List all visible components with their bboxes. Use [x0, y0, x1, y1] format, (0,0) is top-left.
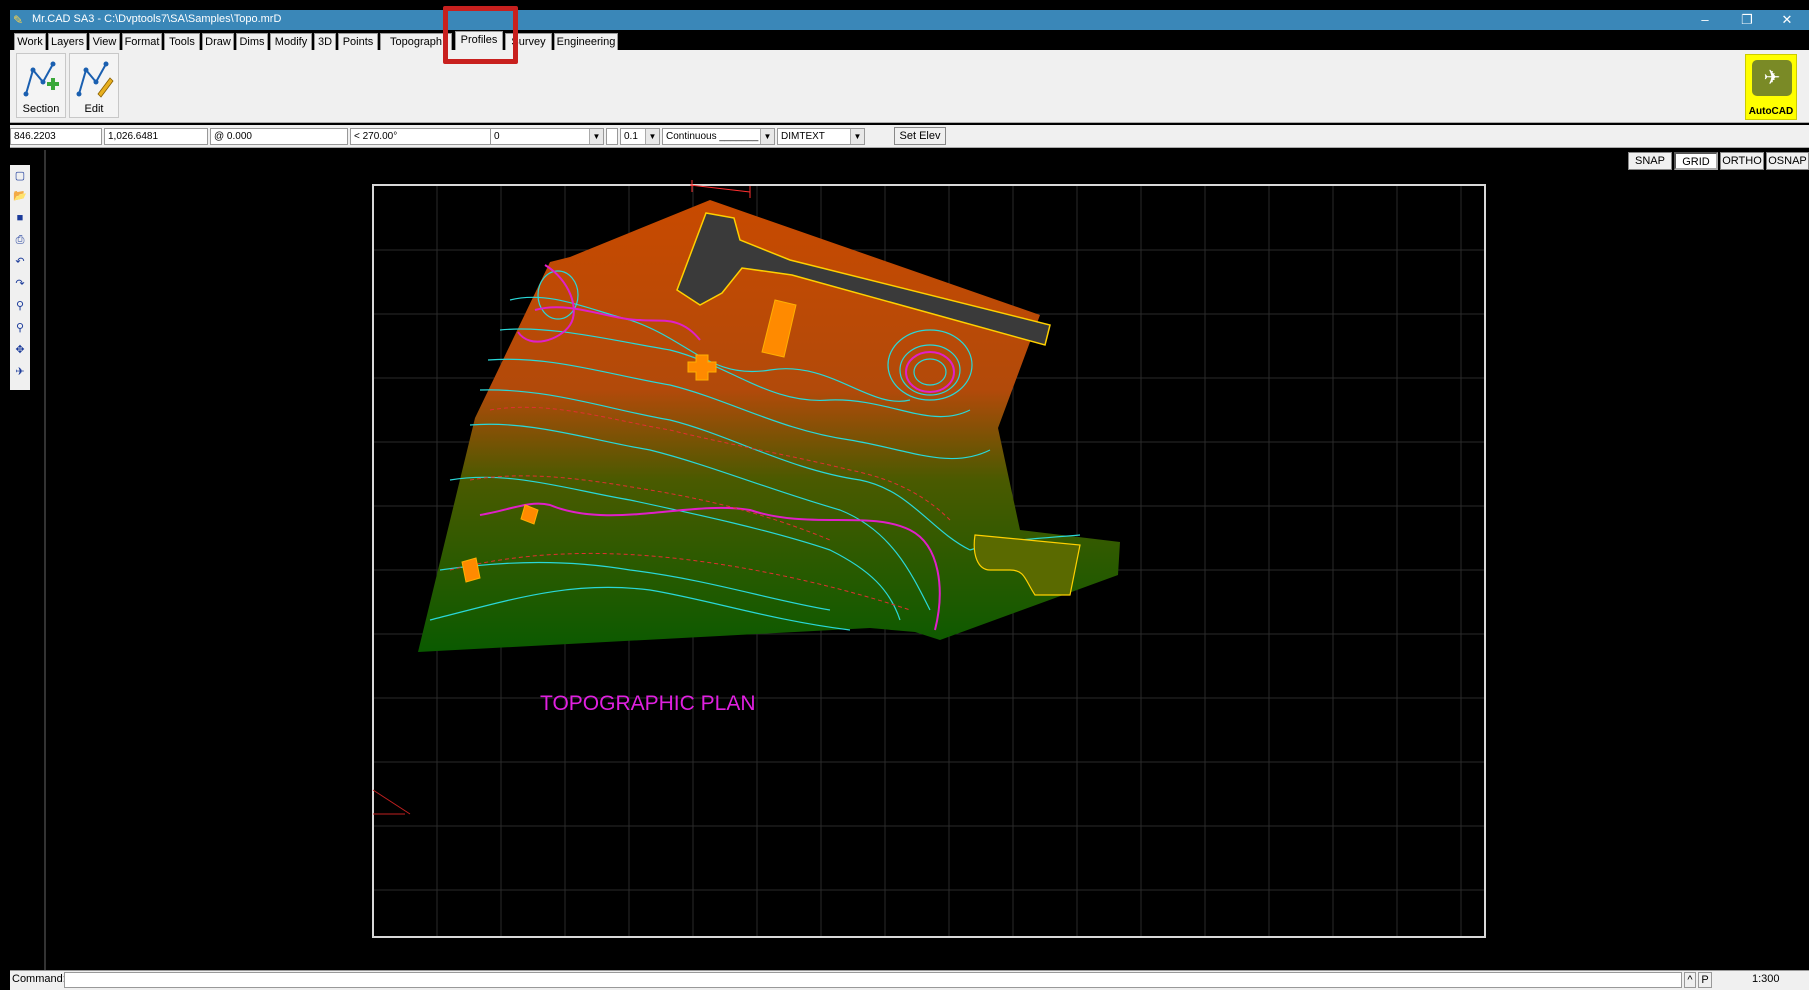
print-icon[interactable]: ⎙: [15, 234, 25, 246]
app-icon: ✎: [13, 13, 24, 27]
tab-format[interactable]: Format: [122, 33, 162, 50]
linetype-value: Continuous _______: [666, 131, 759, 142]
lineweight-select[interactable]: 0.1 ▼: [620, 128, 660, 145]
linetype-select[interactable]: Continuous _______ ▼: [662, 128, 775, 145]
zoom-realtime-icon[interactable]: ⚲: [15, 322, 25, 334]
osnap-toggle[interactable]: OSNAP: [1766, 152, 1809, 170]
pan-icon[interactable]: ✥: [15, 344, 25, 356]
set-elev-button[interactable]: Set Elev: [894, 127, 946, 145]
save-icon[interactable]: ■: [16, 212, 24, 224]
command-history-button[interactable]: ^: [1684, 972, 1696, 988]
relative-coordinate: @ 0.000: [210, 128, 348, 145]
title-bar: ✎ Mr.CAD SA3 - C:\Dvptools7\SA\Samples\T…: [10, 10, 1809, 30]
tab-modify[interactable]: Modify: [270, 33, 312, 50]
restore-button[interactable]: ❐: [1741, 12, 1753, 27]
chevron-down-icon: ▼: [850, 129, 864, 144]
section-button[interactable]: Section: [16, 53, 66, 118]
edit-button-label: Edit: [84, 103, 104, 115]
color-swatch[interactable]: [606, 128, 618, 145]
tab-tools[interactable]: Tools: [164, 33, 200, 50]
chevron-down-icon: ▼: [645, 129, 659, 144]
ribbon-panel: Section Edit ✈ AutoCAD: [10, 50, 1809, 123]
drawing-canvas[interactable]: TOPOGRAPHIC PLAN: [10, 150, 1809, 970]
tab-work[interactable]: Work: [14, 33, 46, 50]
tab-dims[interactable]: Dims: [236, 33, 268, 50]
layer-value: 0: [494, 131, 500, 142]
building-footprints: [461, 299, 797, 583]
autocad-icon: ✈: [1752, 60, 1792, 96]
new-file-icon[interactable]: ▢: [14, 170, 26, 182]
y-coordinate: 1,026.6481: [104, 128, 208, 145]
tab-draw[interactable]: Draw: [202, 33, 234, 50]
property-bar: 846.2203 1,026.6481 @ 0.000 < 270.00° 0 ▼…: [10, 125, 1809, 148]
open-folder-icon[interactable]: 📂: [13, 190, 27, 202]
scale-readout: 1:300: [1752, 973, 1780, 985]
chevron-down-icon: ▼: [589, 129, 603, 144]
zoom-window-icon[interactable]: ⚲: [15, 300, 25, 312]
angle-readout: < 270.00°: [350, 128, 494, 145]
lineweight-value: 0.1: [624, 131, 638, 142]
contour-lines-index: [449, 406, 951, 611]
autocad-button[interactable]: ✈ AutoCAD: [1745, 54, 1797, 120]
ucs-icon: [372, 789, 411, 815]
tab-3d[interactable]: 3D: [314, 33, 336, 50]
plan-title: TOPOGRAPHIC PLAN: [540, 692, 756, 715]
tab-topograph[interactable]: Topograph: [380, 33, 452, 50]
tab-view[interactable]: View: [89, 33, 120, 50]
tab-engineering[interactable]: Engineering: [554, 33, 618, 50]
chevron-down-icon: ▼: [760, 129, 774, 144]
left-toolbar: ▢ 📂 ■ ⎙ ↶ ↷ ⚲ ⚲ ✥ ✈: [10, 165, 30, 390]
dimension-marks: [689, 180, 751, 198]
textstyle-value: DIMTEXT: [781, 131, 825, 142]
tab-layers[interactable]: Layers: [48, 33, 87, 50]
contour-lines-minor: [429, 270, 1081, 631]
ortho-toggle[interactable]: ORTHO: [1720, 152, 1764, 170]
minimize-button[interactable]: –: [1701, 12, 1709, 27]
snap-toggle[interactable]: SNAP: [1628, 152, 1672, 170]
tab-points[interactable]: Points: [338, 33, 378, 50]
autocad-plane-icon[interactable]: ✈: [15, 366, 25, 378]
tab-profiles[interactable]: Profiles: [455, 31, 503, 51]
x-coordinate: 846.2203: [10, 128, 102, 145]
edit-profile-icon: [76, 61, 114, 98]
command-label: Command:: [12, 973, 66, 985]
close-button[interactable]: ✕: [1781, 12, 1793, 27]
profiles-tab-highlight: [443, 6, 518, 64]
section-button-label: Section: [22, 103, 60, 115]
sheet-border: [372, 184, 1486, 938]
undo-icon[interactable]: ↶: [15, 256, 25, 268]
command-bar: Command: ^ P 1:300: [10, 970, 1809, 990]
textstyle-select[interactable]: DIMTEXT ▼: [777, 128, 865, 145]
grid-toggle[interactable]: GRID: [1674, 152, 1718, 170]
road-surface: [676, 212, 1051, 346]
layer-select[interactable]: 0 ▼: [490, 128, 604, 145]
command-input[interactable]: [64, 972, 1682, 988]
parking-area: [973, 534, 1081, 596]
ribbon-tabs: Work Layers View Format Tools Draw Dims …: [10, 30, 1809, 51]
section-profile-icon: [23, 61, 59, 97]
redo-icon[interactable]: ↷: [15, 278, 25, 290]
contour-lines-major: [479, 264, 955, 631]
window-title: Mr.CAD SA3 - C:\Dvptools7\SA\Samples\Top…: [32, 13, 282, 25]
paper-space-button[interactable]: P: [1698, 972, 1712, 988]
autocad-label: AutoCAD: [1748, 106, 1794, 117]
edit-button[interactable]: Edit: [69, 53, 119, 118]
